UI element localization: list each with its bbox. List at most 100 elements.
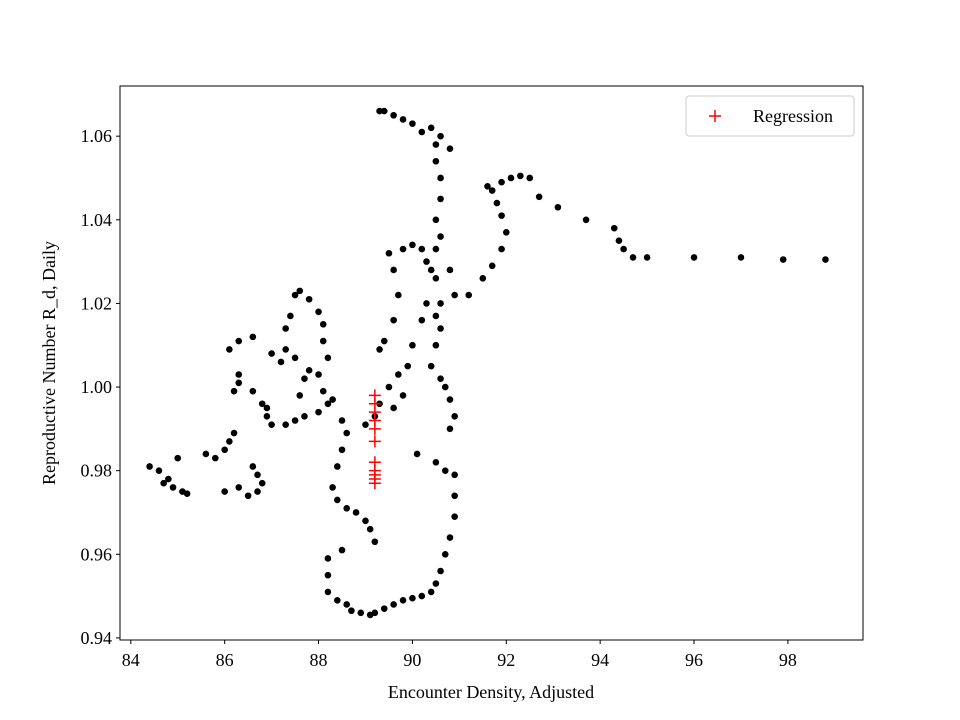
dot-point [451, 291, 458, 299]
dot-point [498, 245, 505, 253]
y-tick-label: 0.98 [81, 461, 113, 481]
dot-point [226, 346, 233, 353]
dot-point [301, 413, 308, 420]
x-tick-label: 94 [591, 650, 609, 670]
dot-point [319, 321, 327, 328]
dot-point [221, 488, 228, 495]
dot-point [437, 375, 444, 382]
x-tick-label: 90 [403, 650, 421, 670]
dot-point [348, 607, 355, 615]
dot-point [235, 337, 243, 345]
dot-point [432, 312, 440, 320]
dot-point [296, 287, 304, 295]
dot-point [329, 484, 336, 491]
dot-point [390, 111, 397, 119]
dot-point [390, 266, 397, 274]
dot-point [338, 417, 346, 424]
dot-point [352, 509, 360, 516]
dot-point [263, 404, 271, 412]
dot-point [488, 187, 496, 194]
dot-point [437, 567, 444, 575]
dot-point [282, 421, 289, 428]
dot-point [437, 174, 444, 182]
dot-point [498, 212, 505, 219]
dot-point [202, 450, 210, 458]
dot-point [324, 555, 332, 562]
dot-point [446, 145, 454, 153]
dot-point [230, 429, 238, 437]
dot-point [376, 346, 383, 353]
dot-point [502, 229, 510, 236]
dot-point [155, 467, 163, 474]
dot-point [258, 400, 266, 408]
dot-point [324, 571, 332, 579]
dot-point [174, 454, 182, 462]
dot-point [437, 132, 444, 140]
x-tick-label: 96 [685, 650, 703, 670]
dot-point [427, 362, 435, 370]
dot-point [329, 396, 336, 403]
dot-point [319, 387, 327, 395]
legend-label: Regression [753, 106, 833, 126]
dot-point [446, 396, 454, 403]
dot-point [296, 392, 304, 399]
dot-point [291, 291, 299, 299]
dot-point [423, 300, 430, 307]
plus-point [368, 422, 381, 435]
dot-point [380, 605, 388, 612]
dot-point [385, 249, 393, 257]
dot-point [615, 237, 623, 245]
plus-point [368, 435, 381, 448]
dot-point [338, 446, 346, 454]
dot-point [235, 484, 243, 491]
dot-point [362, 421, 369, 428]
y-tick-label: 0.96 [81, 544, 113, 564]
dot-point [399, 245, 407, 253]
dot-point [437, 300, 444, 307]
dot-point [305, 367, 313, 374]
dot-point [498, 178, 505, 186]
dot-point [160, 479, 167, 487]
dot-point [334, 463, 341, 470]
dot-point [432, 341, 440, 349]
y-tick-label: 1.02 [81, 293, 113, 313]
dot-point [254, 488, 261, 495]
dot-point [488, 262, 496, 270]
dot-point [249, 463, 257, 470]
dot-point [315, 308, 322, 316]
dot-point [418, 245, 426, 253]
dot-point [629, 254, 637, 261]
dot-point [517, 172, 524, 180]
dot-point [282, 346, 289, 353]
dot-point [437, 195, 444, 203]
dot-point [409, 241, 416, 249]
dot-point [437, 325, 444, 332]
dot-point [315, 408, 322, 416]
dot-point [291, 417, 299, 424]
dot-point [343, 429, 351, 437]
dot-point [399, 392, 407, 399]
dot-point [165, 475, 172, 483]
dot-point [277, 358, 285, 366]
dot-point [479, 275, 487, 282]
dot-point [446, 534, 454, 541]
dot-point [254, 471, 261, 479]
dot-point [737, 254, 745, 261]
dot-point [451, 492, 458, 500]
dot-point [395, 291, 402, 299]
legend-marker [709, 110, 721, 122]
dot-point [268, 350, 275, 357]
dot-point [380, 107, 388, 115]
x-tick-label: 92 [497, 650, 515, 670]
dot-point [395, 371, 402, 378]
dot-point [432, 275, 440, 282]
dot-point [282, 325, 289, 332]
dot-point [451, 513, 458, 520]
dot-point [343, 504, 351, 512]
dot-point [287, 312, 294, 320]
dot-point [334, 596, 341, 604]
dot-point [620, 245, 627, 253]
dot-point [380, 337, 388, 345]
dot-point [249, 387, 257, 395]
